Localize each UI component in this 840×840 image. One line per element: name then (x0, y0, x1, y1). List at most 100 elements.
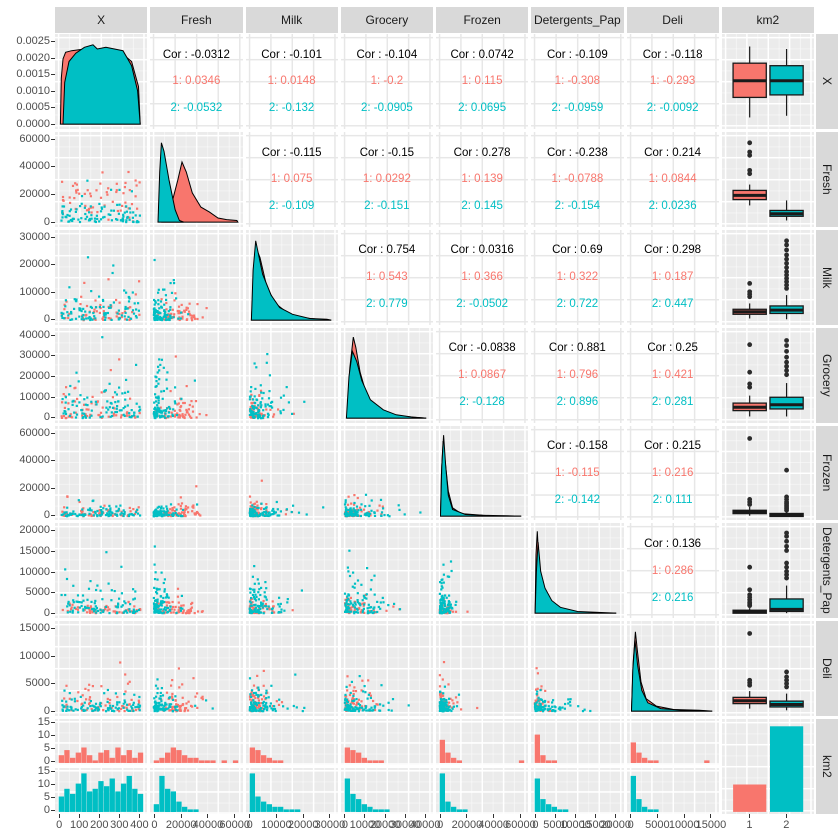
scatter-points (343, 675, 410, 713)
scatter-points (248, 565, 303, 615)
ytick-mark (51, 41, 55, 43)
strip-top-X: X (55, 7, 148, 33)
cor-text-g1: 1: 0.0148 (267, 75, 316, 88)
scatter-points (153, 258, 208, 322)
panel-r5-c3-scatter-Detergents_Pap-vs-Grocery (340, 523, 433, 619)
ytick-mark (51, 138, 55, 140)
panel-r0-c0-density-X (55, 34, 148, 129)
density-curve-g2 (250, 240, 331, 321)
density-curve-g1 (161, 160, 239, 223)
boxplot-g1 (732, 565, 767, 615)
xtick-mark (78, 814, 80, 818)
xtick-label: 0 (437, 819, 444, 831)
ytick-mark (51, 166, 55, 168)
panel-r3-c4-correlation-Grocery-Frozen: Cor : -0.0838 1: 0.0867 2: -0.128 (436, 327, 529, 423)
panel-r5-c1-scatter-Detergents_Pap-vs-Fresh (150, 523, 243, 619)
xtick-mark (748, 814, 750, 818)
xtick-mark (656, 814, 658, 818)
panel-r6-c2-scatter-Deli-vs-Milk (245, 621, 338, 717)
ytick-label: 5 (43, 790, 50, 803)
ytick-label: 0.0025 (16, 35, 50, 48)
hist-facet-g1 (340, 719, 433, 766)
xtick-label: 10000 (668, 819, 700, 831)
boxplot-g2 (769, 238, 804, 320)
strip-right-Fresh: Fresh (816, 131, 838, 227)
xtick-mark (302, 814, 304, 818)
boxplot-g1 (732, 140, 767, 206)
boxplot-g1 (732, 435, 767, 516)
ytick-label: 20000 (19, 369, 50, 382)
panel-r3-c2-scatter-Grocery-vs-Milk (245, 327, 338, 423)
cor-text-all: Cor : 0.881 (548, 342, 606, 355)
ytick-label: 0 (43, 704, 50, 717)
scatter-points (248, 352, 305, 419)
ytick-mark (51, 193, 55, 195)
panel-r6-c4-scatter-Deli-vs-Frozen (436, 621, 529, 717)
ytick-label: 15 (37, 765, 50, 778)
panel-canvas (153, 747, 239, 764)
scatter-points (152, 484, 202, 517)
xtick-mark (439, 814, 441, 818)
scatter-points (60, 170, 141, 224)
panel-canvas (152, 484, 202, 517)
strip-right-Detergents_Pap: Detergents_Pap (816, 523, 838, 619)
xtick-label: 20000 (165, 819, 197, 831)
panel-r0-c2-correlation-X-Milk: Cor : -0.101 1: 0.0148 2: -0.132 (245, 34, 338, 129)
xtick-mark (615, 814, 617, 818)
ytick-label: 10000 (19, 649, 50, 662)
xtick-mark (575, 814, 577, 818)
xtick-label: 30000 (389, 819, 421, 831)
panel-r0-c1-correlation-X-Fresh: Cor : -0.0312 1: 0.0346 2: -0.0532 (150, 34, 243, 129)
hist-bars-g2 (153, 775, 199, 813)
panel-r6-c7-boxplots-Deli (721, 621, 814, 717)
panel-r2-c0-scatter-Milk-vs-X (55, 229, 148, 325)
hist-facet-g1 (531, 719, 624, 766)
cor-text-all: Cor : -0.158 (547, 440, 608, 453)
ytick-mark (51, 551, 55, 553)
cor-text-g2: 2: -0.132 (268, 102, 315, 115)
cor-text-g1: 1: -0.0788 (551, 173, 604, 186)
xtick-label: 20000 (287, 819, 319, 831)
xtick-mark (234, 814, 236, 818)
cor-text-g1: 1: 0.0292 (362, 173, 411, 186)
panel-canvas (534, 667, 592, 713)
panel-canvas (59, 44, 141, 125)
panel-r0-c3-correlation-X-Grocery: Cor : -0.104 1: -0.2 2: -0.0905 (340, 34, 433, 129)
density-curve-g1 (439, 440, 522, 517)
cor-text-g2: 2: -0.128 (459, 395, 505, 408)
xtick-mark (58, 814, 60, 818)
scatter-points (60, 335, 142, 419)
ytick-label: 20000 (19, 187, 50, 200)
cor-text-g2: 2: -0.0532 (170, 102, 223, 115)
panel-canvas (157, 142, 239, 223)
panel-canvas (60, 255, 141, 322)
scatter-points (534, 667, 592, 713)
panel-r7-c0-histogram-X (55, 719, 148, 814)
panel-r6-c6-density-Deli (626, 621, 719, 717)
xtick-mark (595, 814, 597, 818)
ytick-label: 15 (37, 716, 50, 729)
cor-text-all: Cor : -0.115 (261, 146, 322, 159)
panel-r2-c2-density-Milk (245, 229, 338, 325)
xtick-label: 10000 (349, 819, 381, 831)
cor-text-g2: 2: -0.0959 (551, 102, 604, 115)
xtick-mark (519, 814, 521, 818)
panel-r3-c6-correlation-Grocery-Deli: Cor : 0.25 1: 0.421 2: 0.281 (626, 327, 719, 423)
ytick-mark (51, 655, 55, 657)
xtick-mark (466, 814, 468, 818)
strip-right-Grocery: Grocery (816, 327, 838, 423)
ytick-label: 0.0000 (16, 117, 50, 130)
scatter-points (438, 661, 479, 713)
ytick-mark (51, 487, 55, 489)
ytick-mark (51, 236, 55, 238)
ytick-mark (51, 74, 55, 76)
panel-r5-c0-scatter-Detergents_Pap-vs-X (55, 523, 148, 619)
xtick-label: 10000 (560, 819, 591, 831)
ytick-label: 0 (43, 215, 50, 228)
xtick-mark (554, 814, 556, 818)
ytick-label: 30000 (19, 230, 50, 243)
cor-text-g1: 1: 0.0346 (172, 75, 221, 88)
ytick-label: 10000 (19, 565, 50, 578)
scatter-points (153, 545, 205, 615)
ytick-label: 5000 (25, 677, 50, 690)
